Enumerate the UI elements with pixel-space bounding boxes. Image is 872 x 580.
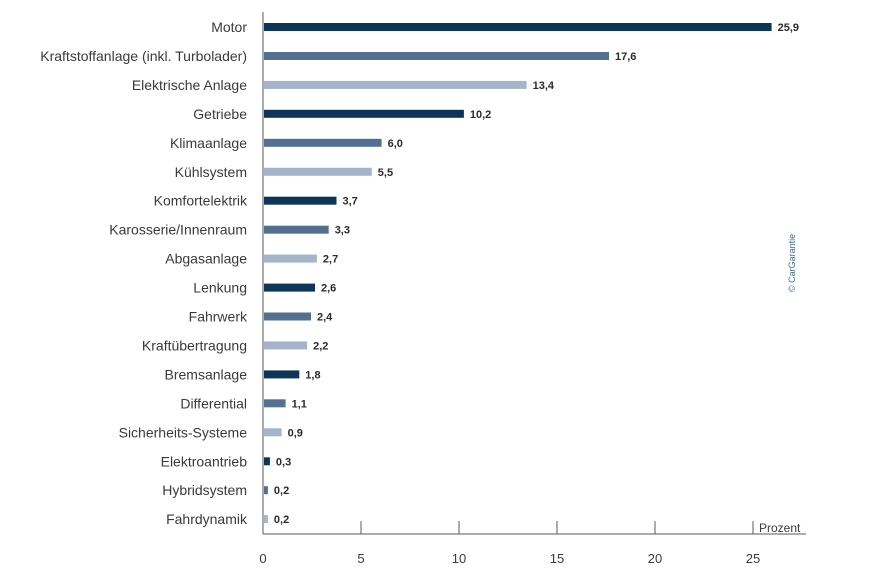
bar [264,515,268,524]
value-label: 6,0 [388,138,403,150]
category-label: Komfortelektrik [154,193,248,209]
bar [264,196,337,205]
category-label: Kühlsystem [175,164,247,180]
category-label: Kraftstoffanlage (inkl. Turbolader) [40,48,247,64]
category-label: Abgasanlage [165,251,247,267]
bar [264,399,286,408]
value-label: 5,5 [378,167,393,179]
category-label: Elektrische Anlage [132,77,247,93]
bar [264,52,609,60]
x-tick-label: 5 [357,551,364,566]
category-label: Fahrdynamik [166,511,248,527]
category-label: Bremsanlage [165,366,248,382]
bar [264,254,317,263]
bar [264,370,300,379]
category-label: Differential [180,395,247,411]
value-label: 2,4 [317,312,333,324]
category-label: Fahrwerk [189,309,248,325]
x-tick-label: 0 [259,551,266,566]
category-label: Klimaanlage [170,135,247,151]
credit-text: © CarGarantie [787,234,797,292]
category-label: Motor [211,19,247,35]
category-label: Lenkung [193,280,247,296]
value-label: 17,6 [615,51,636,63]
bar [264,341,308,350]
category-label: Kraftübertragung [142,337,247,353]
category-label: Elektroantrieb [161,453,248,469]
bar [264,167,372,176]
value-label: 1,8 [305,369,320,381]
bar [264,457,270,466]
bar [264,225,329,234]
category-label: Hybridsystem [162,482,247,498]
value-label: 3,7 [343,196,358,208]
value-label: 0,2 [274,514,289,526]
x-tick-label: 20 [648,551,662,566]
bar [264,138,382,147]
bar [264,312,311,321]
bar [264,80,527,89]
x-axis-unit-label: Prozent [759,521,801,535]
category-label: Getriebe [193,106,247,122]
category-label: Karosserie/Innenraum [109,222,247,238]
category-labels-group: Motor Kraftstoffanlage (inkl. Turbolader)… [40,19,248,527]
x-tick-label: 15 [550,551,564,566]
value-label: 0,3 [276,456,291,468]
category-label: Sicherheits-Systeme [119,424,248,440]
x-tick-label: 25 [746,551,760,566]
bar [264,23,772,31]
bar [264,428,282,437]
value-label: 1,1 [292,398,307,410]
bars-group [264,23,772,524]
value-label: 3,3 [335,225,350,237]
value-label: 2,6 [321,283,336,295]
value-label: 2,2 [313,340,328,352]
bar [264,109,464,118]
bar [264,486,268,495]
value-label: 10,2 [470,109,491,121]
value-label: 0,2 [274,485,289,497]
value-label: 25,9 [778,22,799,34]
value-label: 13,4 [533,80,555,92]
x-axis: 0 5 10 15 20 25 [259,12,806,566]
bar [264,283,315,292]
value-labels-group: 25,9 17,6 13,4 10,2 6,0 5,5 3,7 3,3 2,7 2,6 2,4 2,2… [274,22,799,526]
value-label: 2,7 [323,254,338,266]
value-label: 0,9 [288,427,303,439]
x-tick-label: 10 [452,551,466,566]
